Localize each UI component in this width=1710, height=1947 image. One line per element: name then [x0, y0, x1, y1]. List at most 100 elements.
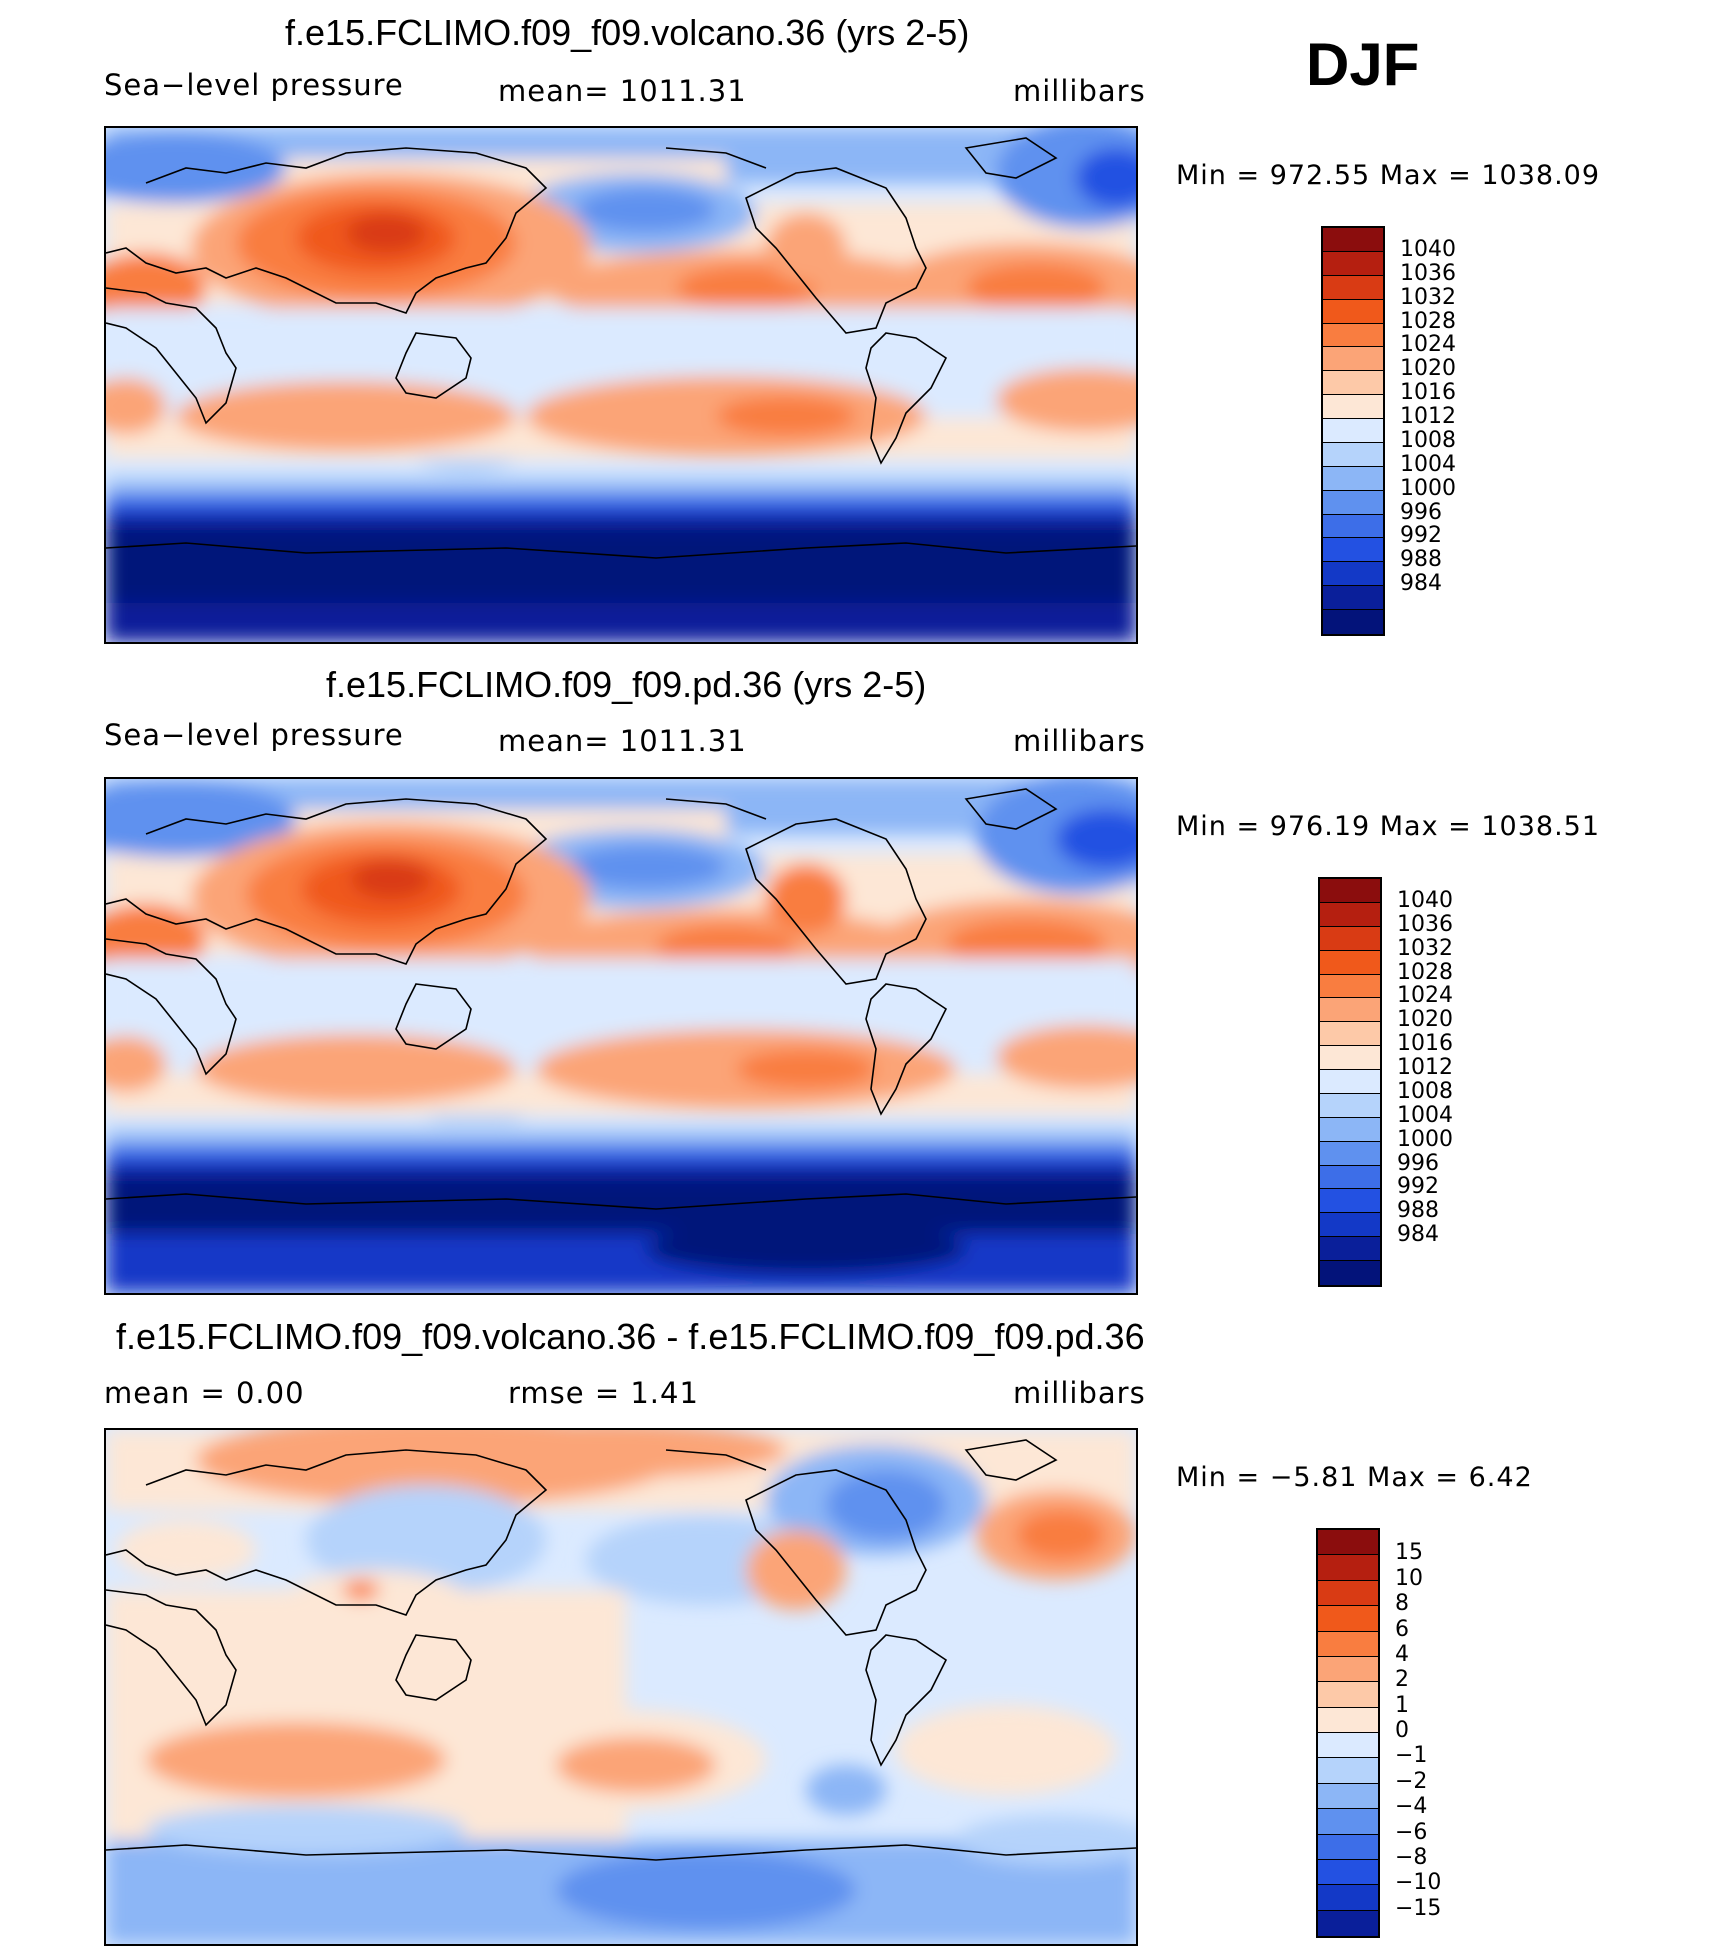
panel1-title: f.e15.FCLIMO.f09_f09.volcano.36 (yrs 2-5… [285, 12, 970, 53]
panel1-colorbar [1321, 226, 1385, 636]
colorbar-tick-label: 996 [1397, 1150, 1439, 1176]
colorbar-swatch [1323, 419, 1383, 443]
colorbar-swatch [1323, 323, 1383, 348]
colorbar-tick-label: 8 [1395, 1591, 1409, 1617]
colorbar-swatch [1320, 902, 1380, 927]
panel2-map [104, 777, 1138, 1295]
colorbar-tick-label: 1024 [1397, 983, 1453, 1009]
colorbar-swatch [1323, 586, 1383, 610]
colorbar-swatch [1318, 1809, 1378, 1835]
colorbar-swatch [1318, 1530, 1378, 1556]
colorbar-tick-label: 6 [1395, 1616, 1409, 1642]
colorbar-swatch [1320, 974, 1380, 999]
colorbar-swatch [1318, 1733, 1378, 1759]
colorbar-swatch [1320, 1093, 1380, 1118]
colorbar-tick-label: 1 [1395, 1692, 1409, 1718]
colorbar-swatch [1323, 514, 1383, 539]
colorbar-swatch [1320, 998, 1380, 1023]
colorbar-tick-label: −4 [1395, 1794, 1428, 1820]
colorbar-swatch [1320, 1046, 1380, 1070]
colorbar-tick-label: 1020 [1400, 356, 1456, 382]
colorbar-swatch [1323, 562, 1383, 587]
colorbar-tick-label: 992 [1400, 523, 1442, 549]
colorbar-swatch [1318, 1631, 1378, 1657]
panel1-map [104, 126, 1138, 644]
panel3-minmax: Min = −5.81 Max = 6.42 [1176, 1462, 1533, 1493]
panel1-mean-label: mean= 1011.31 [498, 74, 747, 108]
colorbar-swatch [1318, 1656, 1378, 1683]
colorbar-swatch [1318, 1580, 1378, 1607]
colorbar-tick-label: 1024 [1400, 332, 1456, 358]
colorbar-swatch [1323, 490, 1383, 515]
colorbar-tick-label: −8 [1395, 1844, 1428, 1870]
colorbar-tick-label: 1040 [1397, 887, 1453, 913]
panel2-colorbar [1318, 877, 1382, 1287]
panel2-mean-label: mean= 1011.31 [498, 724, 747, 758]
colorbar-tick-label: 1020 [1397, 1007, 1453, 1033]
colorbar-tick-label: 1004 [1400, 451, 1456, 477]
colorbar-swatch [1318, 1606, 1378, 1632]
colorbar-swatch [1318, 1859, 1378, 1886]
colorbar-swatch [1323, 442, 1383, 467]
colorbar-swatch [1320, 1070, 1380, 1094]
colorbar-swatch [1320, 1022, 1380, 1047]
colorbar-swatch [1320, 879, 1380, 903]
panel2-colorbar-labels: 1040 1036 1032 1028 1024 1020 1016 1012 1008 1004… [1397, 877, 1477, 1287]
colorbar-tick-label: 1036 [1400, 260, 1456, 286]
colorbar-tick-label: 988 [1397, 1198, 1439, 1224]
season-label: DJF [1306, 31, 1420, 98]
colorbar-swatch [1323, 347, 1383, 372]
colorbar-swatch [1320, 926, 1380, 951]
colorbar-tick-label: −6 [1395, 1819, 1428, 1845]
colorbar-swatch [1318, 1783, 1378, 1810]
colorbar-tick-label: 4 [1395, 1641, 1409, 1667]
colorbar-swatch [1320, 1165, 1380, 1190]
panel1-variable-label: Sea−level pressure [104, 68, 404, 102]
colorbar-tick-label: 2 [1395, 1667, 1409, 1693]
colorbar-swatch [1323, 610, 1383, 634]
colorbar-swatch [1320, 1189, 1380, 1214]
colorbar-swatch [1318, 1758, 1378, 1784]
colorbar-swatch [1318, 1682, 1378, 1708]
colorbar-tick-label: 1040 [1400, 236, 1456, 262]
panel2-units-label: millibars [1013, 724, 1146, 758]
colorbar-tick-label: 1028 [1397, 959, 1453, 985]
panel3-units-label: millibars [1013, 1376, 1146, 1410]
colorbar-swatch [1318, 1707, 1378, 1733]
colorbar-tick-label: 1016 [1397, 1031, 1453, 1057]
colorbar-tick-label: 1028 [1400, 308, 1456, 334]
colorbar-swatch [1323, 371, 1383, 396]
colorbar-tick-label: 15 [1395, 1540, 1423, 1566]
colorbar-tick-label: −2 [1395, 1768, 1428, 1794]
colorbar-tick-label: 984 [1397, 1222, 1439, 1248]
colorbar-swatch [1320, 1261, 1380, 1285]
colorbar-tick-label: −15 [1395, 1895, 1442, 1921]
colorbar-swatch [1320, 950, 1380, 975]
colorbar-swatch [1323, 538, 1383, 563]
colorbar-tick-label: 1004 [1397, 1102, 1453, 1128]
colorbar-swatch [1320, 1141, 1380, 1166]
colorbar-swatch [1318, 1555, 1378, 1581]
colorbar-swatch [1320, 1213, 1380, 1238]
colorbar-tick-label: 1008 [1400, 427, 1456, 453]
colorbar-tick-label: 10 [1395, 1565, 1423, 1591]
colorbar-swatch [1320, 1117, 1380, 1142]
panel3-rmse-label: rmse = 1.41 [508, 1376, 699, 1410]
colorbar-swatch [1323, 299, 1383, 324]
panel1-colorbar-labels: 1040 1036 1032 1028 1024 1020 1016 1012 1008 1004… [1400, 226, 1480, 636]
colorbar-tick-label: 992 [1397, 1174, 1439, 1200]
colorbar-swatch [1323, 466, 1383, 491]
colorbar-swatch [1318, 1834, 1378, 1860]
colorbar-tick-label: 988 [1400, 547, 1442, 573]
colorbar-tick-label: 0 [1395, 1718, 1409, 1743]
panel3-colorbar-labels: 15 10 8 6 4 2 1 0 −1 −2 −4 −6 −8 −10 −15 [1395, 1528, 1475, 1938]
colorbar-swatch [1323, 275, 1383, 300]
panel1-minmax: Min = 972.55 Max = 1038.09 [1176, 160, 1601, 191]
colorbar-tick-label: 1012 [1400, 404, 1456, 430]
panel3-colorbar [1316, 1528, 1380, 1938]
colorbar-tick-label: 996 [1400, 499, 1442, 525]
panel1-units-label: millibars [1013, 74, 1146, 108]
colorbar-tick-label: 1000 [1400, 475, 1456, 501]
panel2-variable-label: Sea−level pressure [104, 718, 404, 752]
colorbar-tick-label: −10 [1395, 1870, 1442, 1896]
